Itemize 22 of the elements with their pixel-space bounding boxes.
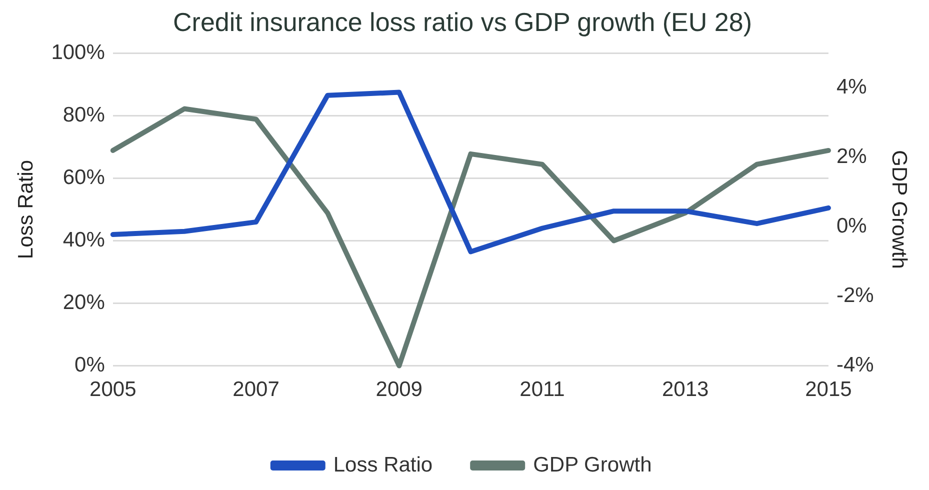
y2-tick-label: 4% (836, 76, 867, 99)
chart-title: Credit insurance loss ratio vs GDP growth (EU 28) (173, 6, 752, 37)
x-tick-label: 2005 (90, 378, 136, 402)
y-tick-label: 80% (62, 104, 105, 127)
x-tick-label: 2013 (662, 378, 709, 402)
y-tick-label: 60% (62, 166, 105, 190)
legend-label: Loss Ratio (333, 453, 433, 476)
x-tick-label: 2009 (376, 378, 422, 402)
legend-label: GDP Growth (533, 453, 652, 476)
x-tick-label: 2007 (232, 378, 280, 402)
x-tick-label: 2015 (805, 378, 852, 402)
y-tick-label: 0% (74, 354, 105, 377)
y-axis-title: Loss Ratio (14, 160, 38, 260)
y2-tick-label: -4% (836, 354, 874, 377)
y-tick-label: 40% (62, 228, 105, 252)
y2-tick-label: 0% (836, 214, 867, 238)
y2-tick-label: -2% (836, 284, 874, 308)
x-tick-label: 2011 (520, 378, 565, 402)
y2-tick-label: 2% (836, 145, 867, 168)
y-tick-label: 100% (51, 40, 105, 64)
y2-axis-title: GDP Growth (888, 150, 911, 269)
y-tick-label: 20% (62, 291, 105, 314)
